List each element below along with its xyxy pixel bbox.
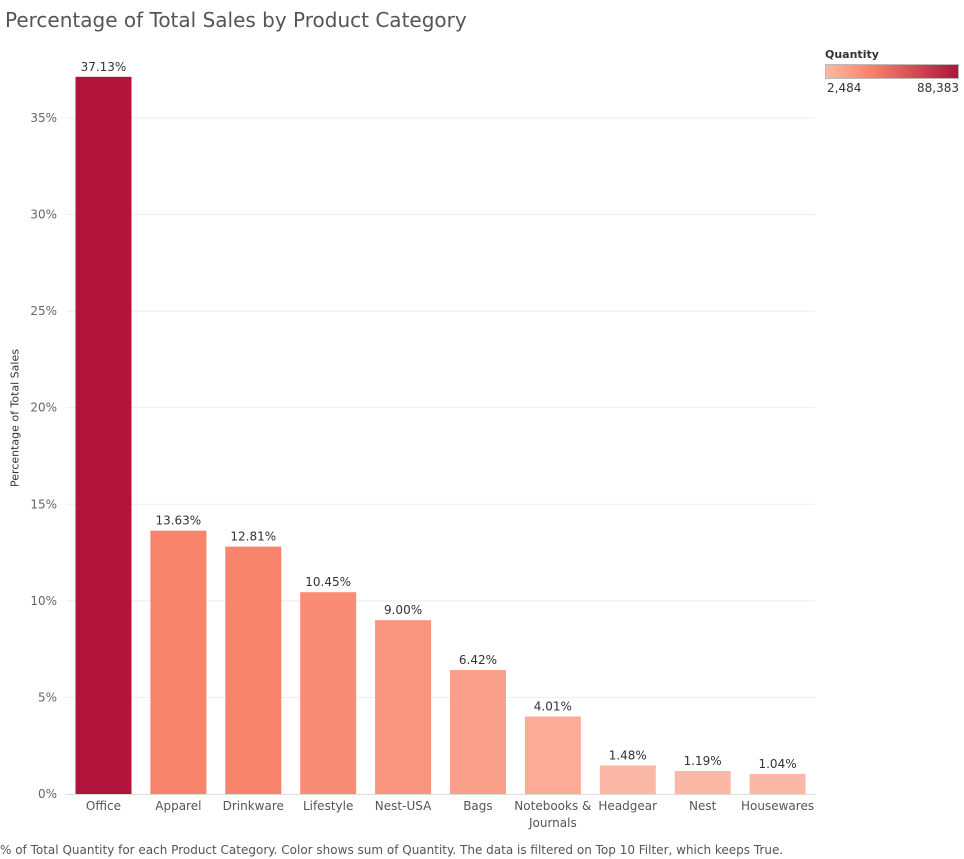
bar-nest[interactable] xyxy=(674,771,731,794)
bar-notebooks-journals[interactable] xyxy=(524,716,581,795)
y-axis-ticks: 0% 5% 10% 15% 20% 25% 30% 35% xyxy=(30,111,57,801)
legend-gradient-bar xyxy=(825,64,959,79)
y-tick-label: 5% xyxy=(38,690,57,704)
bar-office[interactable] xyxy=(75,76,132,795)
bar-lifestyle[interactable] xyxy=(300,592,357,794)
bar-apparel[interactable] xyxy=(150,530,207,794)
y-tick-label: 35% xyxy=(30,111,57,125)
x-tick-label: Nest-USA xyxy=(375,799,432,813)
y-tick-label: 10% xyxy=(30,594,57,608)
data-label: 37.13% xyxy=(81,60,127,74)
data-label: 1.48% xyxy=(609,748,647,762)
bar-headgear[interactable] xyxy=(599,765,656,794)
y-tick-label: 30% xyxy=(30,208,57,222)
legend-title: Quantity xyxy=(825,48,879,61)
data-label: 12.81% xyxy=(230,530,276,544)
data-label: 1.19% xyxy=(684,754,722,768)
y-tick-label: 15% xyxy=(30,497,57,511)
bars xyxy=(75,76,806,795)
x-tick-label: Nest xyxy=(689,799,717,813)
x-tick-label: Headgear xyxy=(598,799,657,813)
bar-housewares[interactable] xyxy=(749,773,806,794)
x-tick-label: Journals xyxy=(528,816,577,830)
data-label: 4.01% xyxy=(534,700,572,714)
color-legend: Quantity 2,484 88,383 xyxy=(825,48,961,95)
x-axis-ticks: Office Apparel Drinkware Lifestyle Nest-USA B… xyxy=(86,799,814,830)
data-label: 6.42% xyxy=(459,653,497,667)
data-label: 9.00% xyxy=(384,603,422,617)
bar-bags[interactable] xyxy=(450,670,506,794)
data-label: 10.45% xyxy=(305,575,351,589)
data-label: 1.04% xyxy=(758,757,796,771)
bar-nest-usa[interactable] xyxy=(375,620,432,794)
chart-caption: % of Total Quantity for each Product Cat… xyxy=(0,843,784,857)
data-labels: 37.13% 13.63% 12.81% 10.45% 9.00% 6.42% 4.01% 1… xyxy=(81,60,797,771)
legend-labels: 2,484 88,383 xyxy=(825,81,961,95)
y-tick-label: 0% xyxy=(38,787,57,801)
legend-min-label: 2,484 xyxy=(827,81,862,95)
x-tick-label: Office xyxy=(86,799,121,813)
legend-max-label: 88,383 xyxy=(917,81,959,95)
x-tick-label: Lifestyle xyxy=(303,799,353,813)
x-tick-label: Bags xyxy=(463,799,492,813)
bar-drinkware[interactable] xyxy=(225,546,282,794)
y-tick-label: 20% xyxy=(30,401,57,415)
x-tick-label: Notebooks & xyxy=(514,799,591,813)
x-tick-label: Housewares xyxy=(741,799,814,813)
x-tick-label: Apparel xyxy=(155,799,201,813)
x-tick-label: Drinkware xyxy=(223,799,284,813)
y-tick-label: 25% xyxy=(30,304,57,318)
chart-title: Percentage of Total Sales by Product Cat… xyxy=(5,8,467,32)
data-label: 13.63% xyxy=(155,514,201,528)
